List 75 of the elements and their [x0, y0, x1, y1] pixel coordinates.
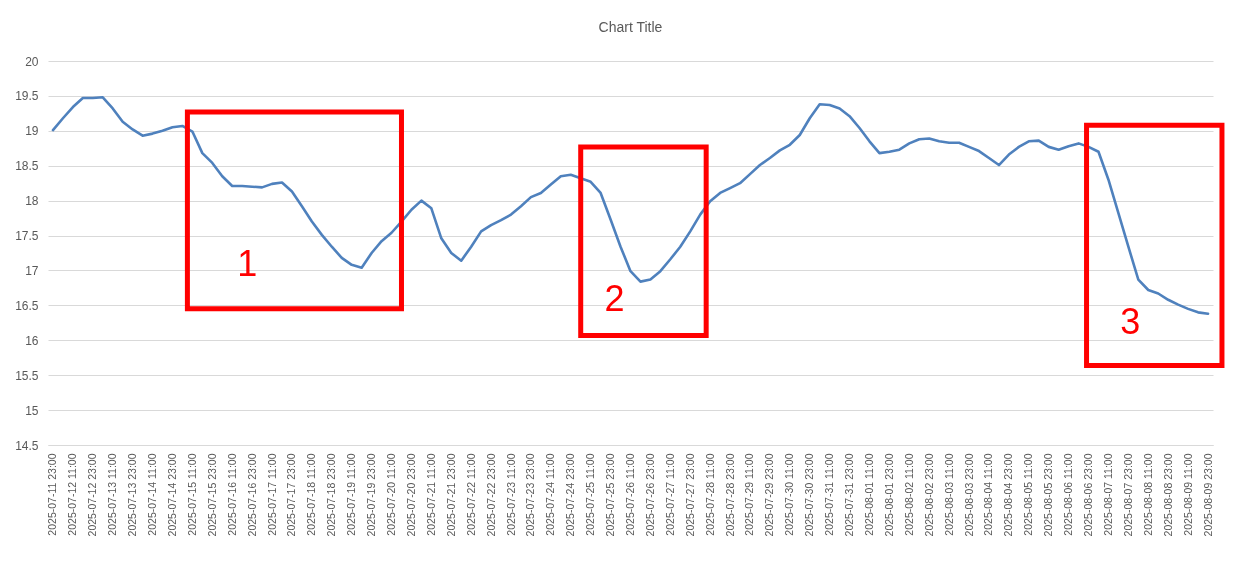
annotation: 1 — [237, 242, 258, 284]
x-tick-label: 2025-08-07 23:00 — [1121, 453, 1134, 537]
x-tick-label: 2025-08-03 23:00 — [962, 453, 975, 537]
x-tick-label: 2025-07-19 23:00 — [365, 453, 378, 537]
y-tick-label: 16 — [25, 333, 39, 348]
y-tick-label: 19.5 — [15, 89, 39, 104]
x-tick-label: 2025-07-18 11:00 — [305, 453, 318, 536]
x-tick-label: 2025-07-20 23:00 — [404, 453, 417, 537]
x-tick-label: 2025-07-30 11:00 — [783, 453, 796, 536]
x-tick-label: 2025-07-16 23:00 — [245, 453, 258, 537]
x-tick-label: 2025-08-04 23:00 — [1002, 453, 1015, 537]
y-tick-label: 17.5 — [15, 229, 39, 244]
y-tick-label: 20 — [25, 54, 39, 69]
x-tick-label: 2025-08-04 11:00 — [982, 453, 995, 536]
y-tick-label: 15.5 — [15, 368, 39, 383]
x-tick-label: 2025-07-25 23:00 — [604, 453, 617, 537]
y-tick-label: 14.5 — [15, 438, 39, 453]
x-tick-label: 2025-07-25 11:00 — [584, 453, 597, 536]
x-tick-label: 2025-08-05 11:00 — [1022, 453, 1035, 536]
x-tick-label: 2025-07-23 11:00 — [504, 453, 517, 536]
x-tick-label: 2025-07-30 23:00 — [803, 453, 816, 537]
x-tick-label: 2025-07-26 23:00 — [643, 453, 656, 537]
y-tick-label: 16.5 — [15, 298, 39, 313]
x-tick-label: 2025-08-09 23:00 — [1201, 453, 1214, 537]
x-tick-label: 2025-07-28 23:00 — [723, 453, 736, 537]
x-tick-label: 2025-08-02 23:00 — [922, 453, 935, 537]
x-tick-label: 2025-07-13 11:00 — [106, 453, 119, 536]
x-tick-label: 2025-07-24 11:00 — [544, 453, 557, 536]
x-tick-label: 2025-08-02 11:00 — [902, 453, 915, 536]
x-tick-label: 2025-08-09 11:00 — [1181, 453, 1194, 536]
x-tick-label: 2025-07-12 23:00 — [86, 453, 99, 537]
x-tick-label: 2025-08-06 11:00 — [1062, 453, 1075, 536]
y-tick-label: 17 — [25, 263, 39, 278]
x-tick-label: 2025-07-27 23:00 — [683, 453, 696, 537]
x-tick-label: 2025-07-22 11:00 — [464, 453, 477, 536]
x-tick-label: 2025-07-26 11:00 — [624, 453, 636, 536]
y-tick-label: 18 — [25, 194, 39, 209]
x-tick-label: 2025-07-15 11:00 — [185, 453, 198, 536]
annotation: 3 — [1120, 300, 1141, 342]
x-tick-label: 2025-07-20 11:00 — [385, 453, 398, 536]
y-tick-label: 19 — [25, 124, 39, 139]
x-tick-label: 2025-08-07 11:00 — [1101, 453, 1114, 536]
x-tick-label: 2025-07-24 23:00 — [564, 453, 577, 537]
x-tick-label: 2025-07-29 11:00 — [743, 453, 756, 536]
x-tick-label: 2025-07-21 11:00 — [424, 453, 437, 536]
x-tick-label: 2025-07-29 23:00 — [763, 453, 776, 537]
x-tick-label: 2025-07-28 11:00 — [703, 453, 716, 536]
x-tick-label: 2025-07-11 23:00 — [46, 453, 59, 536]
x-tick-label: 2025-07-17 23:00 — [285, 453, 298, 537]
x-tick-label: 2025-08-08 23:00 — [1161, 453, 1174, 537]
x-tick-label: 2025-07-23 23:00 — [524, 453, 537, 537]
x-tick-label: 2025-07-13 23:00 — [126, 453, 139, 537]
x-tick-label: 2025-07-21 23:00 — [444, 453, 457, 537]
x-tick-label: 2025-07-31 23:00 — [843, 453, 856, 537]
x-tick-label: 2025-07-14 11:00 — [146, 453, 159, 536]
x-tick-label: 2025-08-06 23:00 — [1082, 453, 1095, 537]
x-tick-label: 2025-07-12 11:00 — [66, 453, 79, 536]
x-tick-label: 2025-07-18 23:00 — [325, 453, 338, 537]
chart-title: Chart Title — [598, 19, 663, 35]
annotation: 2 — [604, 277, 625, 319]
x-tick-label: 2025-08-05 23:00 — [1042, 453, 1055, 537]
y-tick-label: 15 — [25, 403, 39, 418]
x-tick-label: 2025-08-03 11:00 — [942, 453, 955, 536]
x-tick-label: 2025-08-01 11:00 — [862, 453, 875, 536]
x-tick-label: 2025-07-16 11:00 — [225, 453, 238, 536]
y-tick-label: 18.5 — [15, 159, 39, 174]
x-tick-label: 2025-08-01 23:00 — [882, 453, 895, 537]
x-tick-label: 2025-07-14 23:00 — [165, 453, 178, 537]
x-tick-label: 2025-07-31 11:00 — [823, 453, 836, 536]
x-tick-label: 2025-07-19 11:00 — [345, 453, 358, 536]
x-tick-label: 2025-07-27 11:00 — [663, 453, 676, 536]
x-tick-label: 2025-07-22 23:00 — [484, 453, 497, 537]
x-tick-label: 2025-07-15 23:00 — [205, 453, 218, 537]
x-tick-label: 2025-07-17 11:00 — [265, 453, 278, 536]
x-tick-label: 2025-08-08 11:00 — [1141, 453, 1154, 536]
